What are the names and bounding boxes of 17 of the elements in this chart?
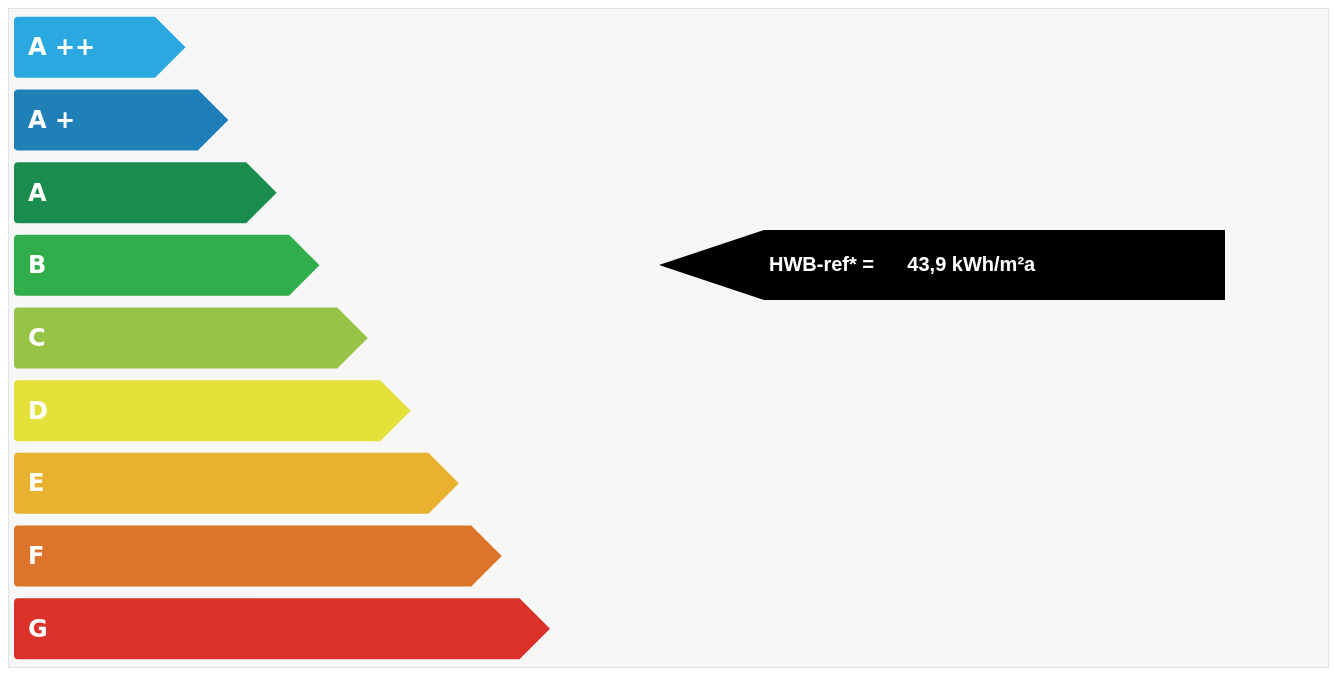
y-tick-label: F — [28, 542, 45, 570]
y-tick-label: C — [28, 324, 46, 352]
y-tick-label: D — [28, 396, 48, 425]
bar — [14, 525, 502, 587]
y-tick-label: G — [28, 614, 48, 643]
y-tick-label: A ++ — [28, 33, 96, 62]
bar — [14, 452, 459, 514]
text: HWB-ref* = 43,9 kWh/m²a — [769, 253, 1036, 277]
y-tick-label: A + — [28, 106, 76, 134]
bar — [14, 307, 368, 369]
y-tick-label: A — [28, 178, 47, 207]
y-tick-label: E — [28, 469, 45, 498]
bar — [14, 380, 411, 442]
y-tick-label: B — [28, 251, 47, 280]
bar — [14, 598, 550, 660]
bar — [14, 234, 320, 296]
bar — [14, 162, 277, 224]
